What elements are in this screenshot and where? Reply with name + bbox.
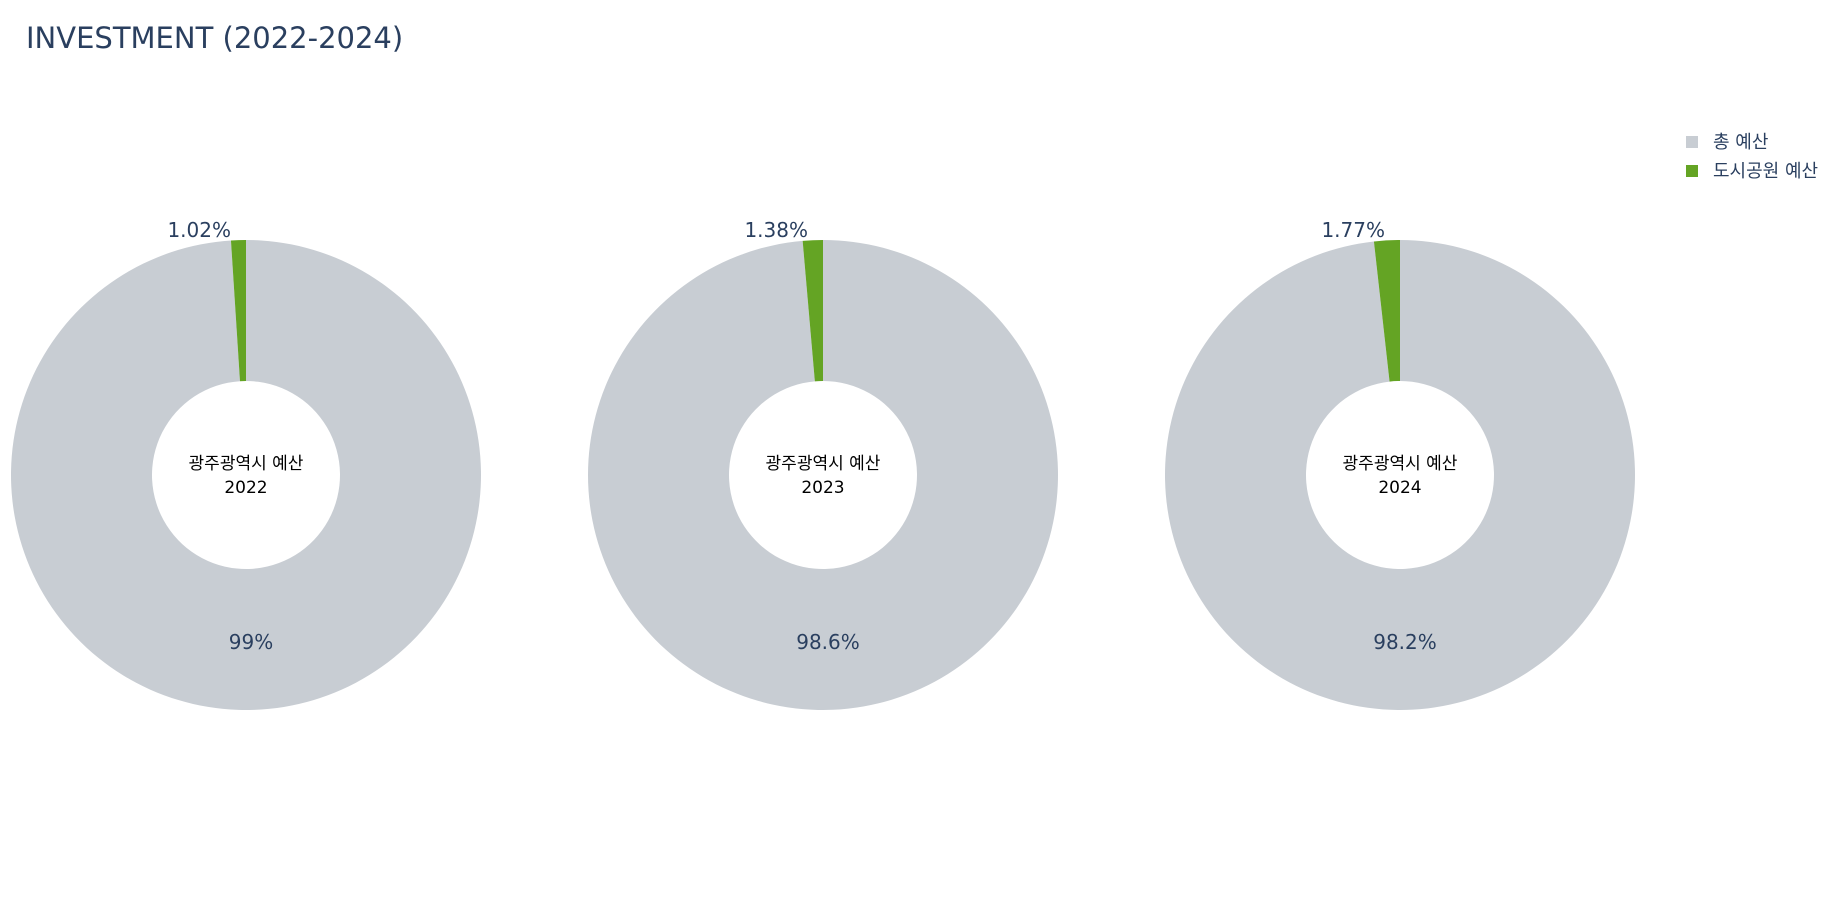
legend-item-0[interactable]: 총 예산: [1686, 132, 1768, 153]
chart-title: INVESTMENT (2022-2024): [26, 21, 403, 55]
legend-label-0: 총 예산: [1713, 132, 1768, 153]
center-year-2022: 2022: [224, 478, 267, 498]
data-label-park-2022: 1.02%: [167, 218, 231, 242]
slice-total-budget-2023[interactable]: [587, 240, 1058, 710]
legend-item-1[interactable]: 도시공원 예산: [1686, 161, 1818, 182]
center-label-2024: 광주광역시 예산: [1343, 454, 1458, 474]
slice-total-budget-2022[interactable]: [10, 240, 481, 711]
center-label-2023: 광주광역시 예산: [766, 454, 881, 474]
slice-park-budget-2022[interactable]: [230, 240, 246, 382]
center-label-2022: 광주광역시 예산: [189, 454, 304, 474]
donut-chart-2024: 1.77% 98.2% 광주광역시 예산 2024: [1164, 218, 1635, 710]
donut-chart-2023: 1.38% 98.6% 광주광역시 예산 2023: [587, 218, 1058, 710]
data-label-total-2024: 98.2%: [1373, 630, 1437, 654]
slice-park-budget-2024[interactable]: [1373, 240, 1400, 382]
data-label-total-2023: 98.6%: [796, 630, 860, 654]
slice-park-budget-2023[interactable]: [802, 240, 823, 382]
slice-total-budget-2024[interactable]: [1164, 240, 1635, 710]
data-label-park-2024: 1.77%: [1321, 218, 1385, 242]
data-label-total-2022: 99%: [229, 630, 273, 654]
legend-label-1: 도시공원 예산: [1713, 161, 1818, 182]
donut-chart-2022: 1.02% 99% 광주광역시 예산 2022: [10, 218, 481, 711]
center-year-2023: 2023: [801, 478, 844, 498]
center-year-2024: 2024: [1378, 478, 1421, 498]
data-label-park-2023: 1.38%: [744, 218, 808, 242]
donut-charts: 1.02% 99% 광주광역시 예산 2022 1.38% 98.6% 광주광역시 예산 20…: [10, 218, 1635, 711]
legend-swatch-1: [1686, 165, 1698, 177]
legend-swatch-0: [1686, 136, 1698, 148]
